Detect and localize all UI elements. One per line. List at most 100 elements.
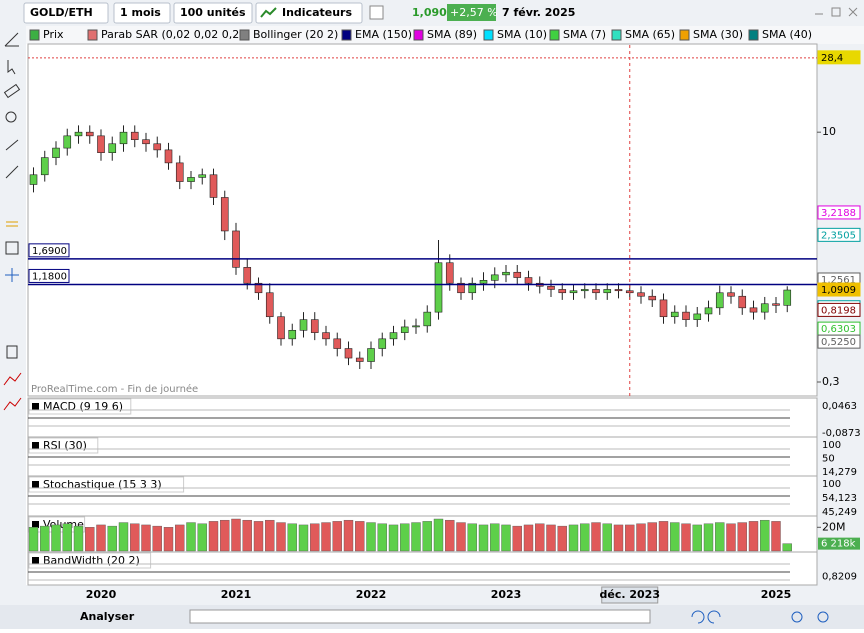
price-marker-label: 0,5250 — [821, 337, 856, 348]
candle-body — [704, 307, 713, 315]
legend-swatch[interactable] — [549, 29, 560, 41]
candle-body — [558, 289, 567, 294]
candle-body — [142, 139, 150, 145]
symbol-select[interactable] — [23, 2, 109, 24]
volume-bar — [388, 524, 399, 552]
volume-bar — [377, 523, 387, 552]
legend-label[interactable]: SMA (65) — [625, 28, 675, 41]
move-icon[interactable] — [5, 268, 19, 282]
x-tick-label: 2021 — [221, 588, 252, 601]
line-icon[interactable] — [5, 139, 19, 151]
cursor-icon[interactable] — [7, 60, 16, 75]
volume-bar — [535, 523, 545, 552]
price-marker-label: 3,2188 — [821, 208, 856, 219]
candle-body — [400, 326, 409, 333]
candle-body — [727, 292, 735, 297]
ruler-icon[interactable] — [3, 83, 21, 99]
period-select-label[interactable]: 1 mois — [120, 6, 161, 19]
text-icon[interactable] — [5, 241, 19, 255]
legend-swatch[interactable] — [87, 29, 98, 41]
legend-label[interactable]: SMA (7) — [563, 28, 606, 41]
volume-bar — [242, 519, 252, 552]
indicators-button[interactable] — [255, 2, 363, 24]
volume-bar — [265, 519, 275, 552]
window-controls[interactable] — [815, 7, 858, 17]
legend-swatch[interactable] — [611, 29, 622, 41]
zoom-icon[interactable] — [5, 111, 17, 123]
volume-bar — [726, 523, 736, 552]
volume-bar — [715, 522, 725, 552]
units-select[interactable] — [173, 2, 253, 24]
panel-value-label: 14,279 — [822, 467, 857, 478]
value-marker-label: 6 218k — [821, 539, 856, 550]
panel-title: MACD (9 19 6) — [43, 400, 123, 413]
last-price: 1,0909 — [412, 6, 454, 19]
legend-label[interactable]: SMA (30) — [693, 28, 743, 41]
legend-label[interactable]: SMA (10) — [497, 28, 547, 41]
volume-bar — [546, 524, 556, 552]
info-icon[interactable] — [369, 5, 384, 20]
volume-bar — [523, 524, 534, 552]
legend-swatch[interactable] — [679, 29, 690, 41]
volume-bar — [310, 523, 320, 552]
candle-body — [670, 311, 679, 318]
candle-body — [265, 292, 274, 318]
legend-label[interactable]: EMA (150) — [355, 28, 412, 41]
period-select[interactable] — [113, 2, 171, 24]
candle-body — [547, 285, 555, 290]
legend-swatch[interactable] — [483, 29, 494, 41]
price-marker — [817, 50, 861, 65]
volume-bar — [658, 521, 669, 552]
trash-icon[interactable] — [6, 345, 18, 359]
trend-icon[interactable] — [5, 165, 19, 179]
candle-body — [322, 332, 330, 340]
legend-swatch[interactable] — [239, 29, 250, 41]
legend-swatch[interactable] — [413, 29, 424, 41]
fib-icon[interactable] — [6, 221, 18, 227]
volume-bar — [613, 524, 624, 552]
value-marker — [818, 537, 860, 550]
volume-bar — [490, 523, 500, 552]
legend-label[interactable]: SMA (40) — [762, 28, 812, 41]
candle-body — [580, 289, 589, 292]
legend-label[interactable]: Prix — [43, 28, 64, 41]
indicator-icon[interactable] — [3, 397, 22, 411]
left-tools[interactable] — [3, 32, 22, 411]
candle-body — [220, 197, 229, 232]
volume-bar — [175, 524, 185, 552]
legend-label[interactable]: Bollinger (20 2) — [253, 28, 338, 41]
legend-label[interactable]: Parab SAR (0,02 0,02 0,2) — [101, 28, 244, 41]
symbol-select-label[interactable]: GOLD/ETH — [30, 6, 93, 19]
legend-label[interactable]: SMA (89) — [427, 28, 477, 41]
indicator-icon[interactable] — [3, 372, 22, 386]
candle-body — [445, 262, 454, 284]
plot-area — [27, 43, 818, 397]
analyse-button[interactable] — [76, 607, 130, 627]
indicators-button-label[interactable]: Indicateurs — [282, 6, 352, 19]
candle-body — [175, 162, 184, 182]
nav-icons[interactable] — [691, 610, 829, 624]
volume-bar — [118, 522, 129, 552]
legend-swatch[interactable] — [341, 29, 352, 41]
analyse-label[interactable]: Analyser — [80, 610, 135, 623]
change-box — [447, 4, 496, 21]
volume-bar — [692, 524, 702, 552]
legend-swatch[interactable] — [748, 29, 759, 41]
volume-bar — [107, 525, 117, 552]
candle-body — [412, 325, 420, 328]
panel-value-label: 54,123 — [822, 493, 857, 504]
candle-body — [243, 267, 252, 284]
candle-body — [434, 262, 443, 313]
volume-bar — [152, 525, 162, 552]
volume-bar — [512, 525, 522, 552]
candle-body — [355, 357, 364, 362]
price-marker — [817, 227, 861, 242]
scrollbar[interactable] — [189, 609, 651, 624]
candle-body — [772, 303, 780, 306]
indicators-icon[interactable] — [260, 7, 277, 18]
legend-swatch[interactable] — [29, 29, 40, 41]
pencil-icon[interactable] — [4, 32, 19, 47]
units-select-label[interactable]: 100 unités — [180, 6, 246, 19]
candle-body — [659, 299, 668, 318]
